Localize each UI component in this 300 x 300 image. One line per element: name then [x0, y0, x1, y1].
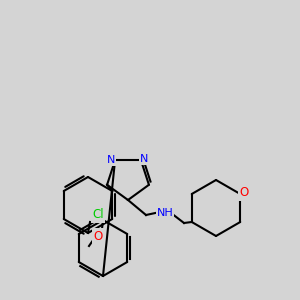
Text: Cl: Cl	[92, 208, 104, 221]
Text: N: N	[140, 154, 148, 164]
Text: N: N	[107, 155, 115, 165]
Text: NH: NH	[157, 208, 173, 218]
Text: O: O	[240, 187, 249, 200]
Text: O: O	[93, 230, 103, 242]
